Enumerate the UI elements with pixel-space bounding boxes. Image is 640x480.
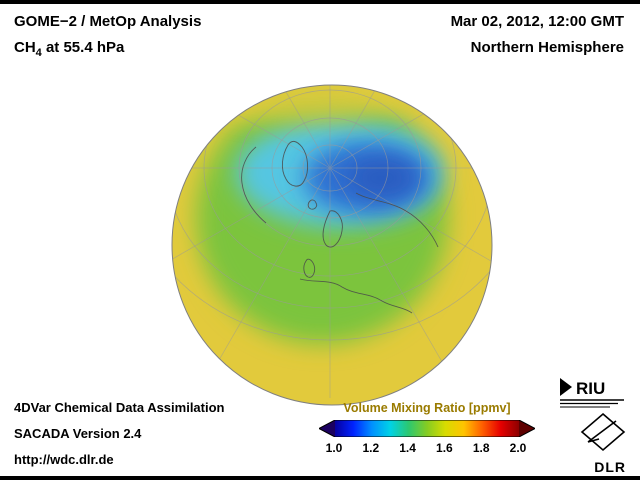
- dlr-emblem-icon: [580, 412, 626, 452]
- globe-map: [170, 83, 494, 407]
- colorbar-body: [335, 420, 519, 437]
- region-label: Northern Hemisphere: [470, 39, 624, 56]
- tick-label: 1.8: [472, 441, 490, 455]
- footer-credits: 4DVar Chemical Data Assimilation SACADA …: [14, 400, 225, 478]
- globe-rim: [171, 84, 493, 406]
- riu-logo: RIU: [558, 376, 630, 415]
- riu-logo-graphic: RIU: [560, 378, 624, 408]
- dlr-logo: DLR: [580, 412, 626, 475]
- colorbar-right-arrow: [519, 420, 535, 437]
- species-symbol: CH: [14, 39, 36, 56]
- dlr-logo-text: DLR: [594, 459, 626, 475]
- tick-label: 1.2: [362, 441, 380, 455]
- globe-svg: [171, 84, 493, 406]
- colorbar-ticks: 1.0 1.2 1.4 1.6 1.8 2.0: [318, 441, 536, 455]
- coastlines: [241, 140, 439, 314]
- colorbar-gradient: [319, 420, 535, 437]
- riu-pennant-icon: [560, 378, 572, 396]
- datetime-label: Mar 02, 2012, 12:00 GMT: [450, 13, 624, 30]
- tick-label: 1.0: [325, 441, 343, 455]
- top-border: [0, 0, 640, 4]
- url-label: http://wdc.dlr.de: [14, 452, 114, 467]
- species-level-label: CH4 at 55.4 hPa: [14, 39, 201, 59]
- tick-label: 1.4: [399, 441, 416, 455]
- page-title: GOME−2 / MetOp Analysis: [14, 13, 202, 30]
- version-label: SACADA Version 2.4: [14, 426, 142, 441]
- tick-label: 2.0: [509, 441, 527, 455]
- header-left: GOME−2 / MetOp Analysis CH4 at 55.4 hPa: [14, 13, 201, 59]
- species-subscript: 4: [35, 47, 42, 59]
- riu-logo-text: RIU: [576, 379, 605, 398]
- colorbar-title: Volume Mixing Ratio [ppmv]: [343, 401, 511, 415]
- header-right: Mar 02, 2012, 12:00 GMT Northern Hemisph…: [451, 13, 624, 56]
- colorbar: Volume Mixing Ratio [ppmv] 1.0 1.2 1.4 1…: [318, 401, 536, 455]
- pressure-level: at 55.4 hPa: [41, 39, 125, 56]
- tick-label: 1.6: [436, 441, 453, 455]
- colorbar-left-arrow: [319, 420, 335, 437]
- assimilation-label: 4DVar Chemical Data Assimilation: [14, 400, 225, 415]
- bottom-border: [0, 476, 640, 480]
